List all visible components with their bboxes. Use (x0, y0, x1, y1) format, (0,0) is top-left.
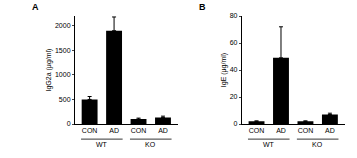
svg-text:CON: CON (131, 127, 147, 134)
svg-text:40: 40 (230, 66, 238, 73)
svg-text:WT: WT (96, 141, 108, 148)
svg-text:IgE (μg/ml): IgE (μg/ml) (220, 53, 228, 87)
svg-text:AD: AD (325, 127, 335, 134)
svg-text:KO: KO (312, 141, 323, 148)
svg-text:AD: AD (109, 127, 119, 134)
svg-text:WT: WT (263, 141, 275, 148)
svg-text:2000: 2000 (55, 22, 71, 29)
svg-text:1000: 1000 (55, 71, 71, 78)
svg-text:80: 80 (230, 12, 238, 19)
svg-text:CON: CON (298, 127, 314, 134)
svg-text:0: 0 (234, 120, 238, 127)
svg-text:CON: CON (82, 127, 98, 134)
svg-text:CON: CON (249, 127, 265, 134)
svg-text:KO: KO (145, 141, 156, 148)
svg-text:1500: 1500 (55, 47, 71, 54)
svg-text:AD: AD (276, 127, 286, 134)
svg-text:60: 60 (230, 39, 238, 46)
svg-text:0: 0 (67, 120, 71, 127)
svg-text:IgG2a (μg/ml): IgG2a (μg/ml) (45, 49, 53, 92)
svg-text:500: 500 (59, 96, 71, 103)
svg-text:20: 20 (230, 93, 238, 100)
svg-text:AD: AD (158, 127, 168, 134)
svg-text:A: A (32, 2, 39, 12)
svg-text:B: B (199, 2, 206, 12)
